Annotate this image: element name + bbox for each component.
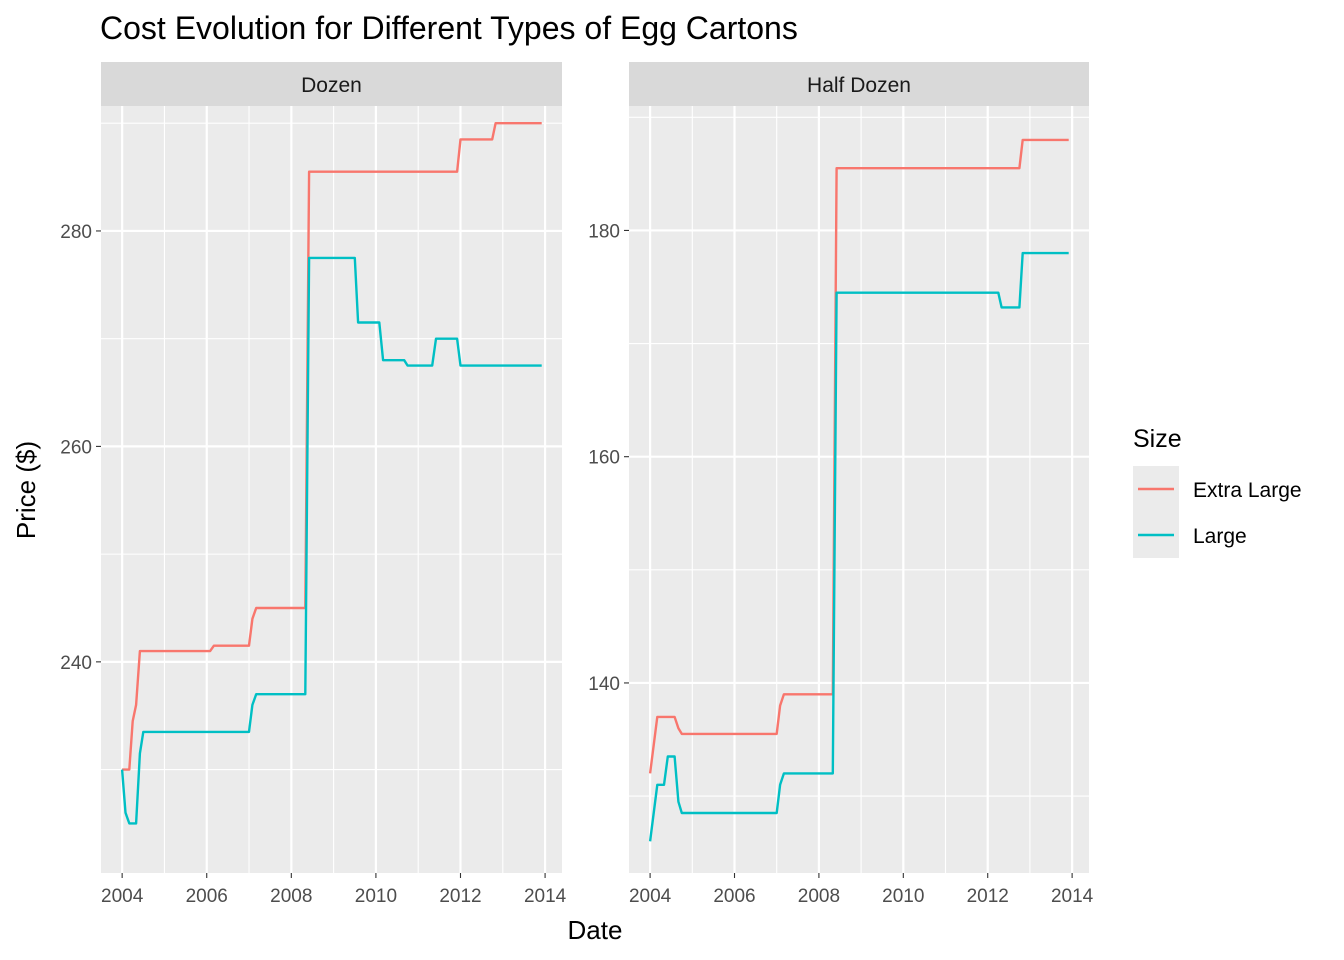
x-tick-label: 2004 <box>629 886 672 907</box>
x-tick-label: 2008 <box>798 886 840 907</box>
legend-title: Size <box>1133 425 1182 453</box>
x-axis-title: Date <box>568 915 623 945</box>
x-axis-half-dozen: 2004 2006 2008 2010 2012 2014 <box>629 873 1094 907</box>
y-tick-label: 160 <box>588 448 620 469</box>
strip-dozen <box>101 62 562 106</box>
legend-label-large: Large <box>1193 525 1247 548</box>
x-axis-dozen: 2004 2006 2008 2010 2012 2014 <box>101 873 567 907</box>
series-line-extra-large <box>648 138 1069 774</box>
series-line-large <box>120 256 542 825</box>
x-tick-label: 2012 <box>967 886 1009 907</box>
legend: Size Extra Large Large <box>1133 425 1302 558</box>
gridlines-dozen <box>101 106 562 873</box>
legend-label-extra-large: Extra Large <box>1193 479 1302 502</box>
panel-dozen: Dozen 240 260 280 2004 2006 2008 2010 2012 2014 <box>60 62 567 907</box>
x-tick-label: 2004 <box>101 886 144 907</box>
series-dozen <box>120 121 542 825</box>
x-tick-label: 2014 <box>1051 886 1094 907</box>
strip-label-half-dozen: Half Dozen <box>807 74 911 97</box>
plot-area-dozen <box>101 106 562 873</box>
chart-title: Cost Evolution for Different Types of Eg… <box>100 10 798 46</box>
y-tick-label: 140 <box>588 674 620 695</box>
y-tick-label: 280 <box>60 222 92 243</box>
y-axis-title: Price ($) <box>11 441 41 539</box>
series-line-extra-large <box>122 121 542 771</box>
x-tick-label: 2006 <box>186 886 228 907</box>
x-tick-label: 2006 <box>713 886 755 907</box>
legend-key-box <box>1133 466 1179 558</box>
plot-area-half-dozen <box>629 106 1089 873</box>
panel-half-dozen: Half Dozen 140 160 180 2004 2006 2008 2010 201… <box>588 62 1094 907</box>
y-axis-half-dozen: 140 160 180 <box>588 221 629 695</box>
series-half-dozen <box>648 138 1069 842</box>
x-tick-label: 2010 <box>882 886 924 907</box>
y-tick-label: 180 <box>588 221 620 242</box>
y-tick-label: 260 <box>60 437 92 458</box>
strip-label-dozen: Dozen <box>301 74 362 97</box>
x-tick-label: 2008 <box>270 886 312 907</box>
x-tick-label: 2014 <box>524 886 567 907</box>
gridlines-half-dozen <box>629 106 1089 873</box>
y-tick-label: 240 <box>60 653 92 674</box>
strip-half-dozen <box>629 62 1089 106</box>
series-line-large <box>648 251 1069 842</box>
y-axis-dozen: 240 260 280 <box>60 222 101 674</box>
x-tick-label: 2010 <box>355 886 397 907</box>
x-tick-label: 2012 <box>439 886 481 907</box>
